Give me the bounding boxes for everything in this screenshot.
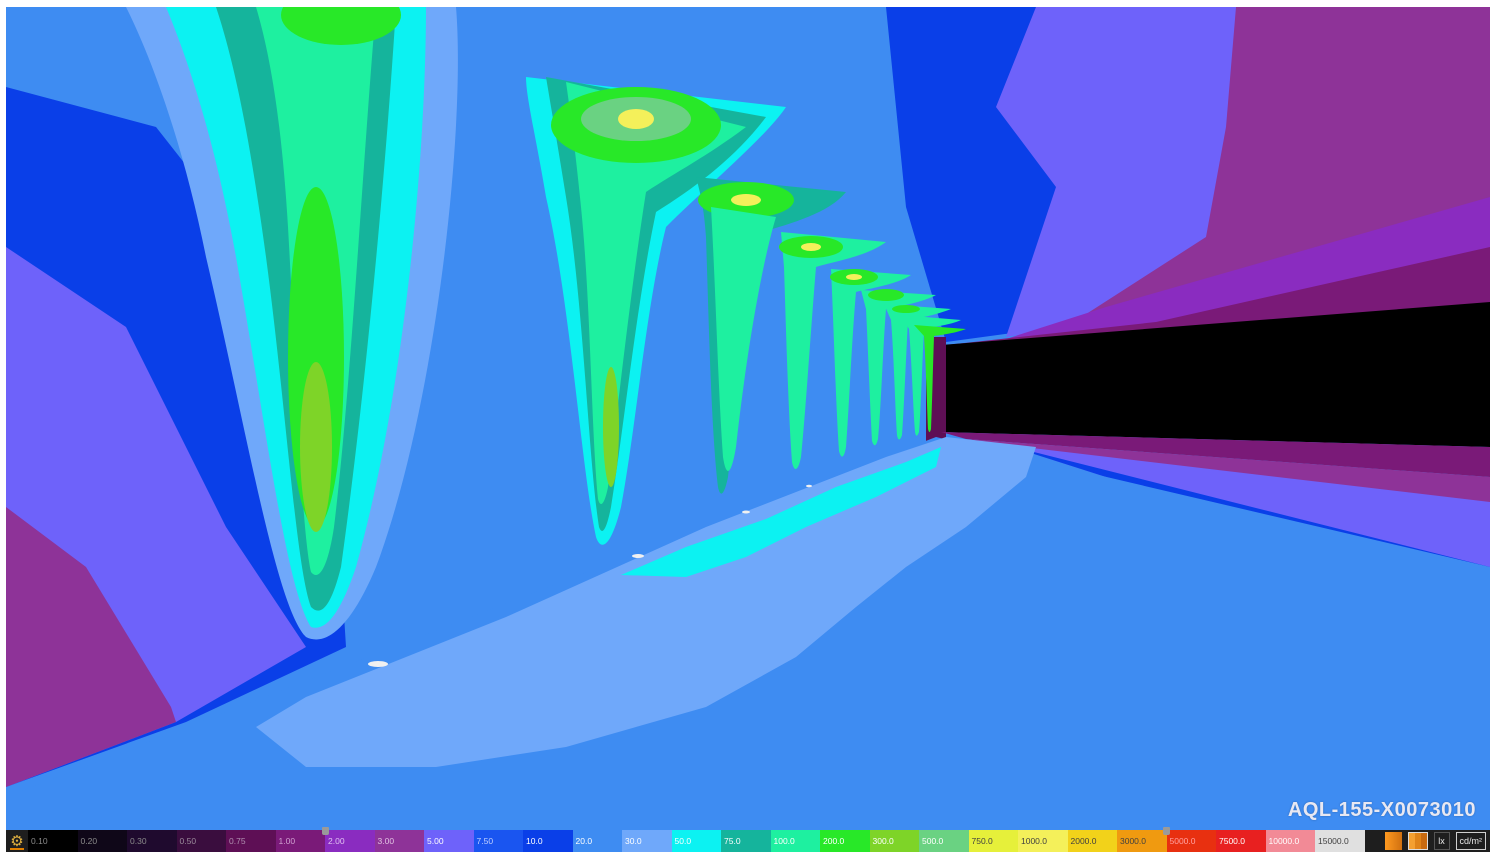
legend-step-7.50[interactable]: 7.50 [473, 830, 523, 852]
legend-step-100.0[interactable]: 100.0 [770, 830, 820, 852]
luminaire-plume-5 [830, 269, 911, 457]
legend-step-300.0[interactable]: 300.0 [869, 830, 919, 852]
legend-step-3.00[interactable]: 3.00 [374, 830, 424, 852]
legend-step-0.50[interactable]: 0.50 [176, 830, 226, 852]
legend-step-500.0[interactable]: 500.0 [919, 830, 969, 852]
legend-step-3000.0[interactable]: 3000.0 [1117, 830, 1167, 852]
road-cyan-patch [621, 447, 941, 577]
unit-lx-button[interactable]: lx [1433, 832, 1450, 850]
legend-step-15000.0[interactable]: 15000.0 [1315, 830, 1365, 852]
false-color-legend-bar: ⚙ 0.10 0.20 0.30 0.50 0.75 1.00 2.00 3.00 5.00 7.… [6, 827, 1491, 852]
legend-step-75.0[interactable]: 75.0 [721, 830, 771, 852]
luminaire-plume-1 [126, 7, 458, 640]
luminaire-plume-8 [901, 315, 966, 436]
tunnel-portal-black [941, 302, 1490, 447]
stepped-gradient-toggle[interactable] [1407, 832, 1428, 850]
road-stud-2 [632, 554, 644, 558]
legend-step-0.30[interactable]: 0.30 [127, 830, 177, 852]
unit-cdm2-button[interactable]: cd/m² [1455, 832, 1486, 850]
legend-step-200.0[interactable]: 200.0 [820, 830, 870, 852]
legend-step-5.00[interactable]: 5.00 [424, 830, 474, 852]
road-light-patch [256, 437, 1036, 767]
legend-step-0.10[interactable]: 0.10 [28, 830, 78, 852]
scene-id-label: AQL-155-X0073010 [1287, 799, 1476, 821]
legend-step-10.0[interactable]: 10.0 [523, 830, 573, 852]
legend-step-2000.0[interactable]: 2000.0 [1067, 830, 1117, 852]
legend-step-0.20[interactable]: 0.20 [77, 830, 127, 852]
settings-gear-icon[interactable]: ⚙ [6, 830, 28, 852]
legend-tools: lx cd/m² [1384, 830, 1491, 852]
luminaire-plume-4 [779, 232, 886, 469]
legend-step-30.0[interactable]: 30.0 [622, 830, 672, 852]
road-stud-1 [368, 661, 388, 667]
smooth-gradient-toggle[interactable] [1384, 832, 1402, 850]
range-upper-handle[interactable] [1163, 827, 1170, 835]
legend-step-750.0[interactable]: 750.0 [968, 830, 1018, 852]
left-wall-purple [6, 507, 176, 787]
road-stud-3 [742, 510, 750, 514]
legend-step-2.00[interactable]: 2.00 [325, 830, 375, 852]
legend-scale: 0.10 0.20 0.30 0.50 0.75 1.00 2.00 3.00 5.00 7.50… [28, 827, 1365, 852]
luminaire-plume-2 [526, 77, 786, 545]
legend-step-1000.0[interactable]: 1000.0 [1018, 830, 1068, 852]
render-viewport[interactable]: AQL-155-X0073010 [6, 7, 1490, 830]
road-stud-4 [806, 484, 812, 488]
luminaire-plume-7 [884, 304, 951, 440]
range-lower-handle[interactable] [321, 827, 329, 835]
legend-step-7500.0[interactable]: 7500.0 [1216, 830, 1266, 852]
ceiling-violet-band [1006, 197, 1490, 339]
legend-step-1.00[interactable]: 1.00 [275, 830, 325, 852]
false-color-tunnel-render [6, 7, 1490, 830]
legend-step-10000.0[interactable]: 10000.0 [1265, 830, 1315, 852]
legend-step-5000.0[interactable]: 5000.0 [1166, 830, 1216, 852]
legend-step-0.75[interactable]: 0.75 [226, 830, 276, 852]
right-wall-magenta [941, 432, 1490, 477]
luminaire-plume-3 [696, 177, 846, 494]
legend-step-50.0[interactable]: 50.0 [671, 830, 721, 852]
legend-step-20.0[interactable]: 20.0 [572, 830, 622, 852]
luminaire-plume-6 [861, 289, 936, 446]
